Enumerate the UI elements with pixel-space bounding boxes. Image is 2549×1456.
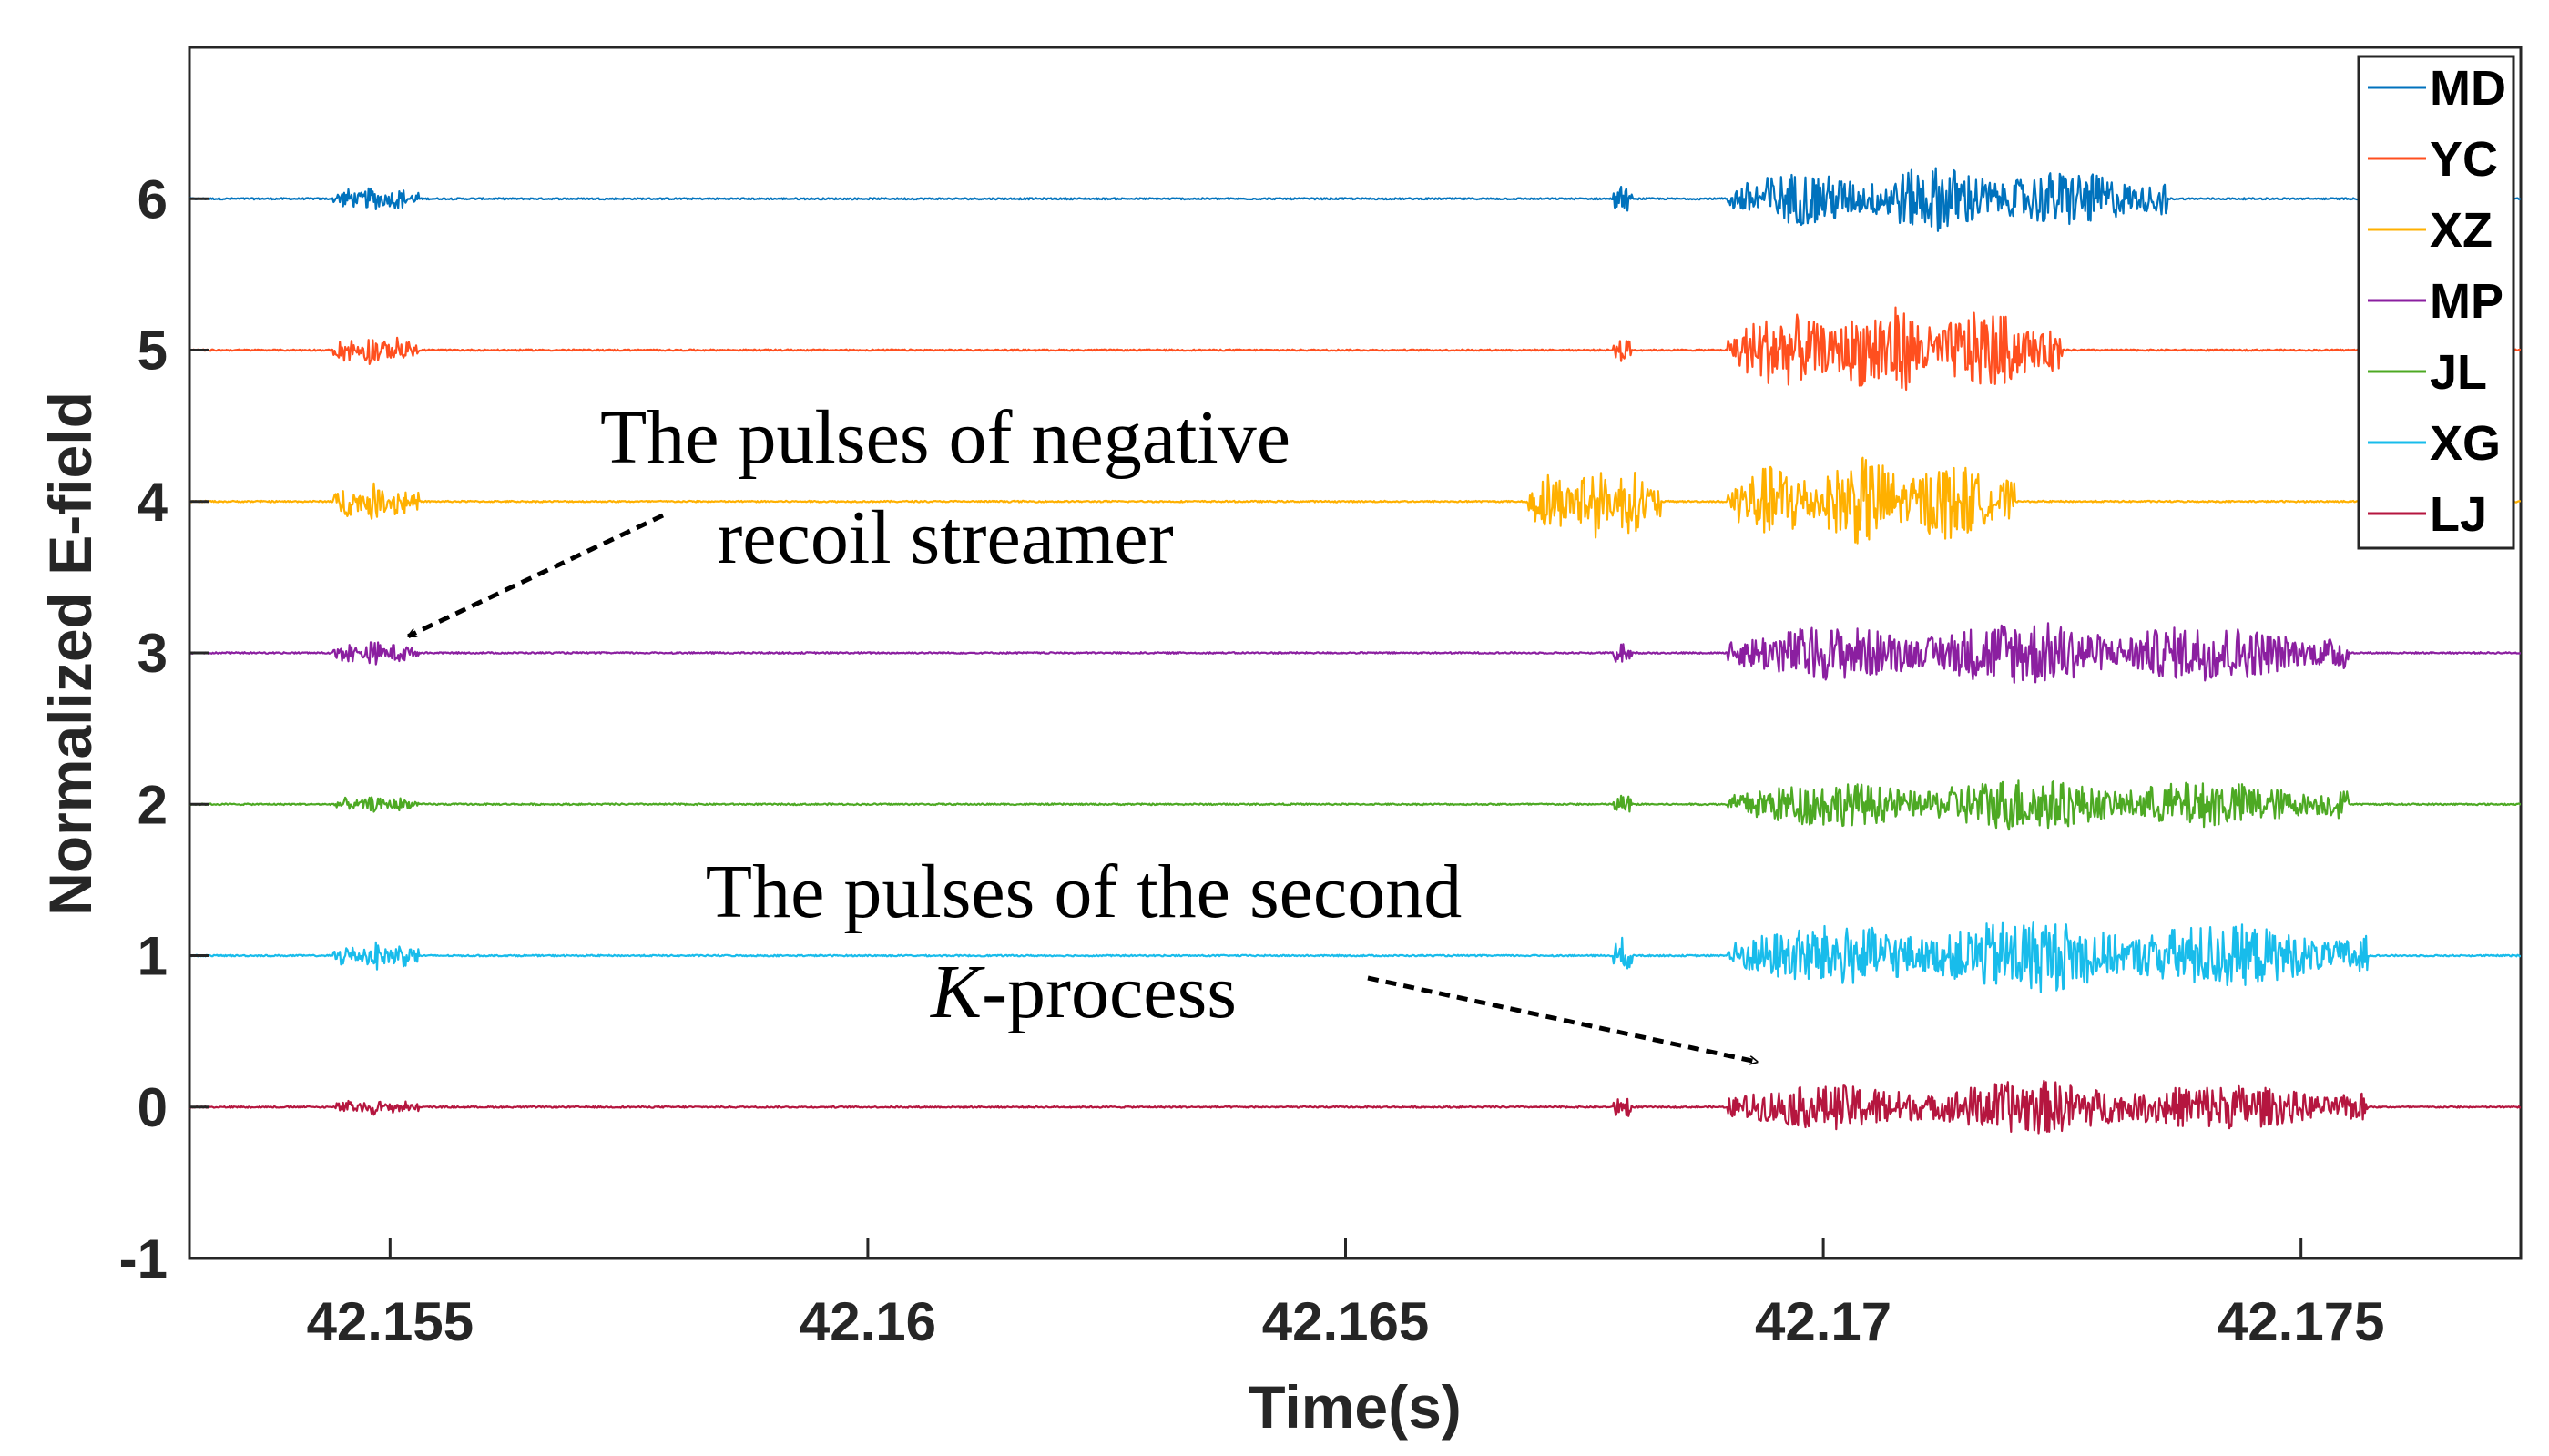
y-tick-label: 3 (138, 623, 168, 684)
x-tick-label: 42.17 (1755, 1291, 1891, 1352)
x-axis: 42.155 42.16 42.165 42.17 42.175 (307, 1238, 2385, 1352)
annotation-second-k-process: The pulses of the second K-process (706, 850, 1758, 1062)
annotation-second-k-process-line2: K-process (930, 950, 1237, 1034)
legend: MD YC XZ MP JL XG LJ (2357, 55, 2515, 550)
series-line-mp (189, 622, 2521, 684)
series-layer (189, 167, 2521, 1135)
x-tick-label: 42.16 (800, 1291, 936, 1352)
annotation-negative-recoil-line2: recoil streamer (717, 495, 1173, 580)
x-axis-label: Time(s) (1249, 1373, 1462, 1441)
y-tick-label: 1 (138, 926, 168, 987)
annotation-negative-recoil: The pulses of negative recoil streamer (408, 395, 1290, 638)
annotation-k-process-suffix: -process (982, 950, 1237, 1034)
series-line-jl (189, 779, 2521, 831)
x-tick-label: 42.155 (307, 1291, 474, 1352)
y-axis: -1 0 1 2 3 4 5 6 (119, 168, 209, 1289)
legend-label-jl: JL (2430, 345, 2487, 400)
y-tick-label: 6 (138, 168, 168, 229)
series-line-xg (189, 921, 2521, 993)
x-tick-label: 42.165 (1262, 1291, 1430, 1352)
x-tick-label: 42.175 (2218, 1291, 2385, 1352)
legend-label-xz: XZ (2430, 203, 2493, 258)
y-tick-label: -1 (119, 1228, 168, 1289)
series-line-xz (189, 456, 2521, 545)
annotation-second-k-process-line1: The pulses of the second (706, 850, 1462, 934)
y-axis-label: Normalized E-field (36, 392, 104, 916)
y-tick-label: 4 (138, 472, 168, 533)
series-line-yc (189, 306, 2521, 392)
annotation-second-k-process-arrow (1367, 975, 1758, 1062)
y-tick-label: 2 (138, 774, 168, 835)
legend-label-md: MD (2430, 61, 2506, 116)
annotation-negative-recoil-line1: The pulses of negative (600, 395, 1290, 480)
legend-label-yc: YC (2430, 132, 2498, 187)
legend-box (2357, 55, 2515, 550)
y-tick-label: 0 (138, 1077, 168, 1138)
legend-label-mp: MP (2430, 274, 2503, 329)
legend-label-xg: XG (2430, 416, 2501, 471)
annotation-k-italic: K (930, 950, 985, 1034)
annotation-negative-recoil-arrow (408, 513, 665, 638)
legend-label-lj: LJ (2430, 487, 2487, 542)
y-tick-label: 5 (138, 321, 168, 382)
series-line-lj (189, 1079, 2521, 1135)
series-line-md (189, 167, 2521, 232)
